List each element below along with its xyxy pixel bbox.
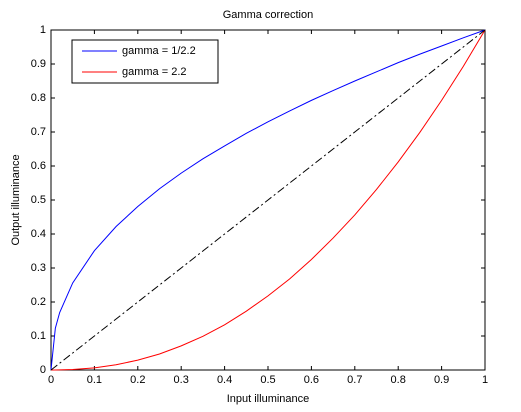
x-tick-label: 0.9 <box>434 374 449 386</box>
x-tick-label: 0.2 <box>130 374 145 386</box>
legend-label: gamma = 1/2.2 <box>122 45 196 57</box>
x-tick-label: 0.1 <box>87 374 102 386</box>
legend-label: gamma = 2.2 <box>122 66 187 78</box>
y-tick-label: 0.3 <box>31 262 46 274</box>
line-series <box>50 29 486 371</box>
x-tick-label: 0.6 <box>304 374 319 386</box>
line-series <box>51 29 486 371</box>
y-tick-label: 0.8 <box>31 92 46 104</box>
y-tick-label: 0 <box>40 364 46 376</box>
x-tick-label: 0.8 <box>391 374 406 386</box>
y-axis-label: Output illuminance <box>10 154 22 245</box>
y-tick-label: 0.2 <box>31 296 46 308</box>
legend-box <box>71 39 219 84</box>
y-tick-label: 0.6 <box>31 160 46 172</box>
y-tick-label: 0.9 <box>31 58 46 70</box>
x-tick-label: 0 <box>48 374 54 386</box>
line-series <box>50 29 486 371</box>
chart-title: Gamma correction <box>223 9 313 21</box>
y-tick-label: 0.1 <box>31 330 46 342</box>
x-tick-label: 0.3 <box>174 374 189 386</box>
x-tick-label: 0.5 <box>260 374 275 386</box>
y-tick-label: 0.7 <box>31 126 46 138</box>
y-tick-label: 1 <box>40 24 46 36</box>
x-tick-label: 0.4 <box>217 374 232 386</box>
x-tick-label: 1 <box>482 374 488 386</box>
y-tick-label: 0.5 <box>31 194 46 206</box>
x-axis-label: Input illuminance <box>227 393 310 405</box>
y-tick-label: 0.4 <box>31 228 46 240</box>
x-tick-label: 0.7 <box>347 374 362 386</box>
